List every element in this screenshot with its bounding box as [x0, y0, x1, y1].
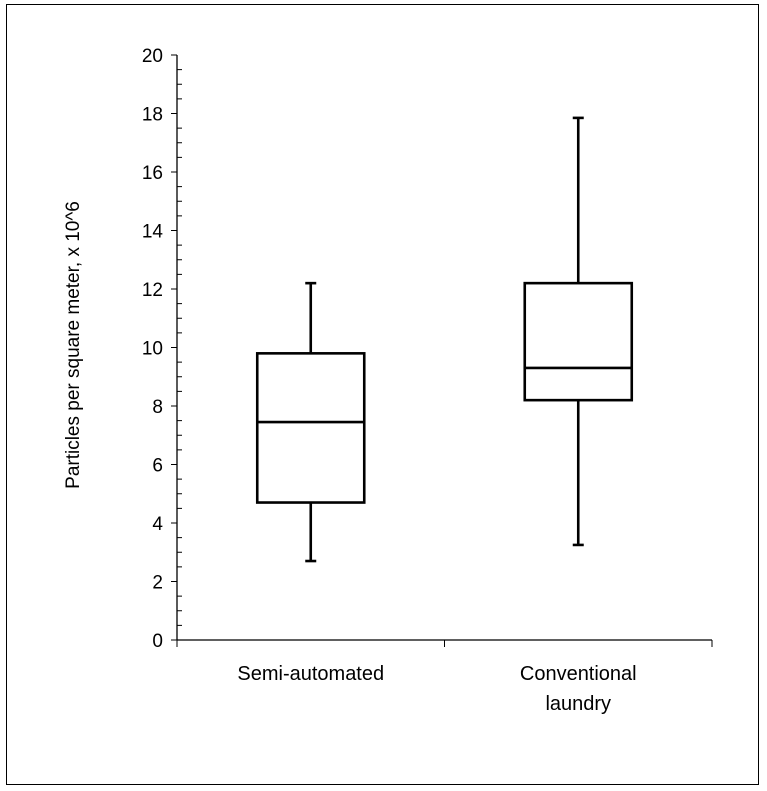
y-tick-label: 16	[142, 163, 163, 184]
y-tick-label: 12	[142, 280, 163, 301]
boxes	[255, 116, 634, 563]
y-tick-label: 10	[142, 339, 163, 360]
y-tick-label: 18	[142, 105, 163, 126]
interquartile-box	[255, 352, 366, 504]
category-label-line: Semi-automated	[237, 663, 384, 685]
box-series	[523, 116, 634, 547]
y-axis-title: Particles per square meter, x 10^6	[63, 201, 84, 489]
interquartile-box	[523, 281, 634, 402]
y-tick-label: 14	[142, 222, 164, 243]
category-label: Semi-automated	[237, 663, 384, 685]
y-tick-label: 20	[142, 46, 163, 67]
category-labels: Semi-automated Conventional laundry	[237, 663, 636, 715]
y-tick-label: 2	[152, 573, 163, 594]
category-label-line: Conventional	[520, 663, 637, 685]
box-series	[255, 281, 366, 563]
chart-frame	[6, 4, 759, 785]
category-label: Conventional laundry	[520, 663, 637, 715]
y-tick-label: 0	[152, 631, 163, 652]
y-tick-labels: 0 2 4 6 8 10 12 14 16 18 20	[142, 46, 164, 652]
axes	[171, 54, 713, 647]
y-tick-label: 4	[152, 514, 163, 535]
y-tick-label: 6	[152, 456, 163, 477]
y-tick-label: 8	[152, 397, 163, 418]
category-label-line: laundry	[545, 693, 611, 715]
